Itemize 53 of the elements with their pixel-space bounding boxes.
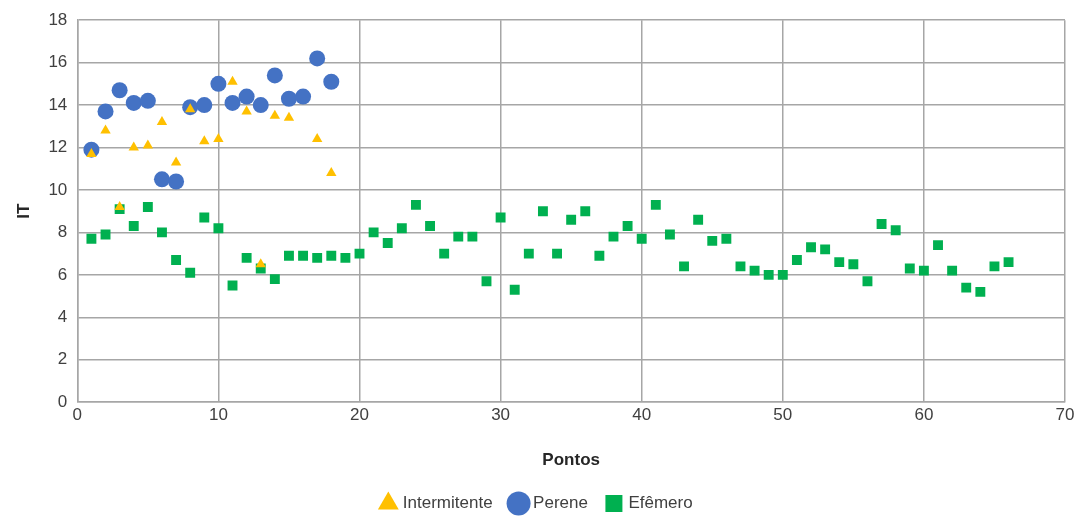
point [283, 111, 295, 121]
point [280, 90, 297, 107]
legend-label: Efêmero [628, 493, 693, 513]
point [255, 258, 266, 268]
point [168, 173, 185, 190]
point [196, 97, 213, 114]
point [213, 133, 224, 143]
point [295, 88, 312, 105]
point [97, 103, 114, 120]
point [266, 67, 283, 84]
y-tick-label: 14 [48, 94, 68, 114]
point [252, 97, 269, 114]
x-tick-label: 40 [632, 405, 652, 425]
point [170, 156, 182, 166]
x-tick-label: 70 [1055, 405, 1075, 425]
point [139, 92, 156, 109]
point [309, 50, 326, 67]
x-tick-label: 50 [773, 405, 793, 425]
x-tick-label: 10 [208, 405, 228, 425]
legend-label: Intermitente [402, 493, 493, 513]
x-axis-title: Pontos [542, 450, 600, 470]
point [224, 94, 241, 111]
y-tick-label: 12 [48, 137, 68, 157]
point [114, 200, 125, 210]
y-tick-label: 2 [57, 349, 68, 369]
point [227, 75, 238, 85]
legend-label: Perene [533, 493, 588, 513]
x-tick-label: 30 [491, 405, 511, 425]
y-tick-label: 0 [57, 391, 68, 411]
point [100, 124, 111, 134]
point [156, 116, 168, 126]
y-tick-label: 6 [57, 264, 68, 284]
x-tick-label: 60 [914, 405, 934, 425]
point [311, 133, 323, 143]
point [153, 171, 170, 188]
y-axis-title: IT [13, 203, 33, 219]
point [238, 88, 255, 105]
y-tick-label: 18 [48, 9, 68, 29]
point [199, 135, 210, 145]
point [125, 94, 142, 111]
x-tick-label: 0 [72, 405, 83, 425]
point [142, 139, 154, 149]
y-tick-label: 8 [57, 222, 68, 242]
point [323, 73, 340, 90]
point [111, 82, 128, 99]
x-tick-label: 20 [350, 405, 369, 425]
y-tick-label: 16 [48, 52, 68, 72]
point [128, 141, 139, 151]
point [210, 75, 227, 92]
point [326, 167, 337, 176]
y-tick-label: 10 [48, 179, 68, 199]
y-tick-label: 4 [57, 307, 68, 326]
point [269, 109, 281, 119]
